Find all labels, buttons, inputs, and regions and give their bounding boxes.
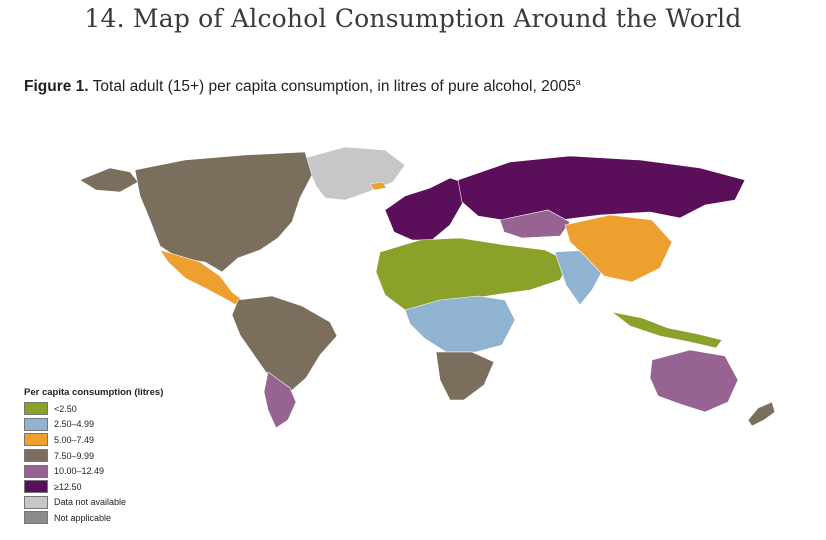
legend-swatch <box>24 495 48 509</box>
legend-swatch <box>24 511 48 525</box>
region-greenland <box>304 146 406 201</box>
region-south-america <box>231 295 338 393</box>
figure-caption-text: Total adult (15+) per capita consumption… <box>88 78 576 96</box>
legend-item: Data not available <box>24 495 163 511</box>
region-central-africa <box>404 295 516 353</box>
legend-swatch <box>24 464 48 478</box>
legend-label: 7.50–9.99 <box>54 450 95 461</box>
legend-label: Not applicable <box>54 512 112 523</box>
region-new-zealand <box>747 401 776 427</box>
legend-label: <2.50 <box>54 403 77 414</box>
region-western-europe <box>384 177 469 241</box>
legend-swatch <box>24 433 48 447</box>
legend-label: 5.00–7.49 <box>54 434 95 445</box>
page-title: 14. Map of Alcohol Consumption Around th… <box>84 4 742 33</box>
legend-swatch <box>24 480 48 494</box>
legend-label: 10.00–12.49 <box>54 466 105 477</box>
legend-label: Data not available <box>54 497 127 508</box>
region-north-africa-middle-east <box>375 237 571 311</box>
world-map <box>79 146 776 429</box>
region-australia <box>649 349 739 413</box>
figure-caption: Figure 1. Total adult (15+) per capita c… <box>24 77 581 96</box>
footnote-mark: a <box>575 77 581 87</box>
region-argentina-chile <box>263 371 297 429</box>
legend-title: Per capita consumption (litres) <box>24 387 164 398</box>
region-iceland <box>369 181 387 191</box>
legend-swatch <box>24 417 48 431</box>
legend-item: 5.00–7.49 <box>24 432 163 448</box>
legend-label: 2.50–4.99 <box>54 419 95 430</box>
legend: Per capita consumption (litres) <2.50 2.… <box>24 387 163 526</box>
legend-item: Not applicable <box>24 510 163 526</box>
legend-swatch <box>24 449 48 463</box>
figure-label: Figure 1. <box>24 78 89 96</box>
region-canada-usa <box>134 151 313 273</box>
legend-item: ≥12.50 <box>24 479 163 495</box>
region-china <box>564 214 673 283</box>
legend-item: <2.50 <box>24 401 163 417</box>
region-russia <box>457 155 746 223</box>
legend-item: 10.00–12.49 <box>24 463 163 479</box>
legend-item: 2.50–4.99 <box>24 417 163 433</box>
region-southern-africa <box>435 351 495 401</box>
region-indonesia <box>611 311 723 349</box>
legend-item: 7.50–9.99 <box>24 448 163 464</box>
region-kazakhstan <box>499 209 571 239</box>
legend-label: ≥12.50 <box>54 481 82 492</box>
legend-swatch <box>24 402 48 416</box>
region-alaska <box>79 167 139 193</box>
